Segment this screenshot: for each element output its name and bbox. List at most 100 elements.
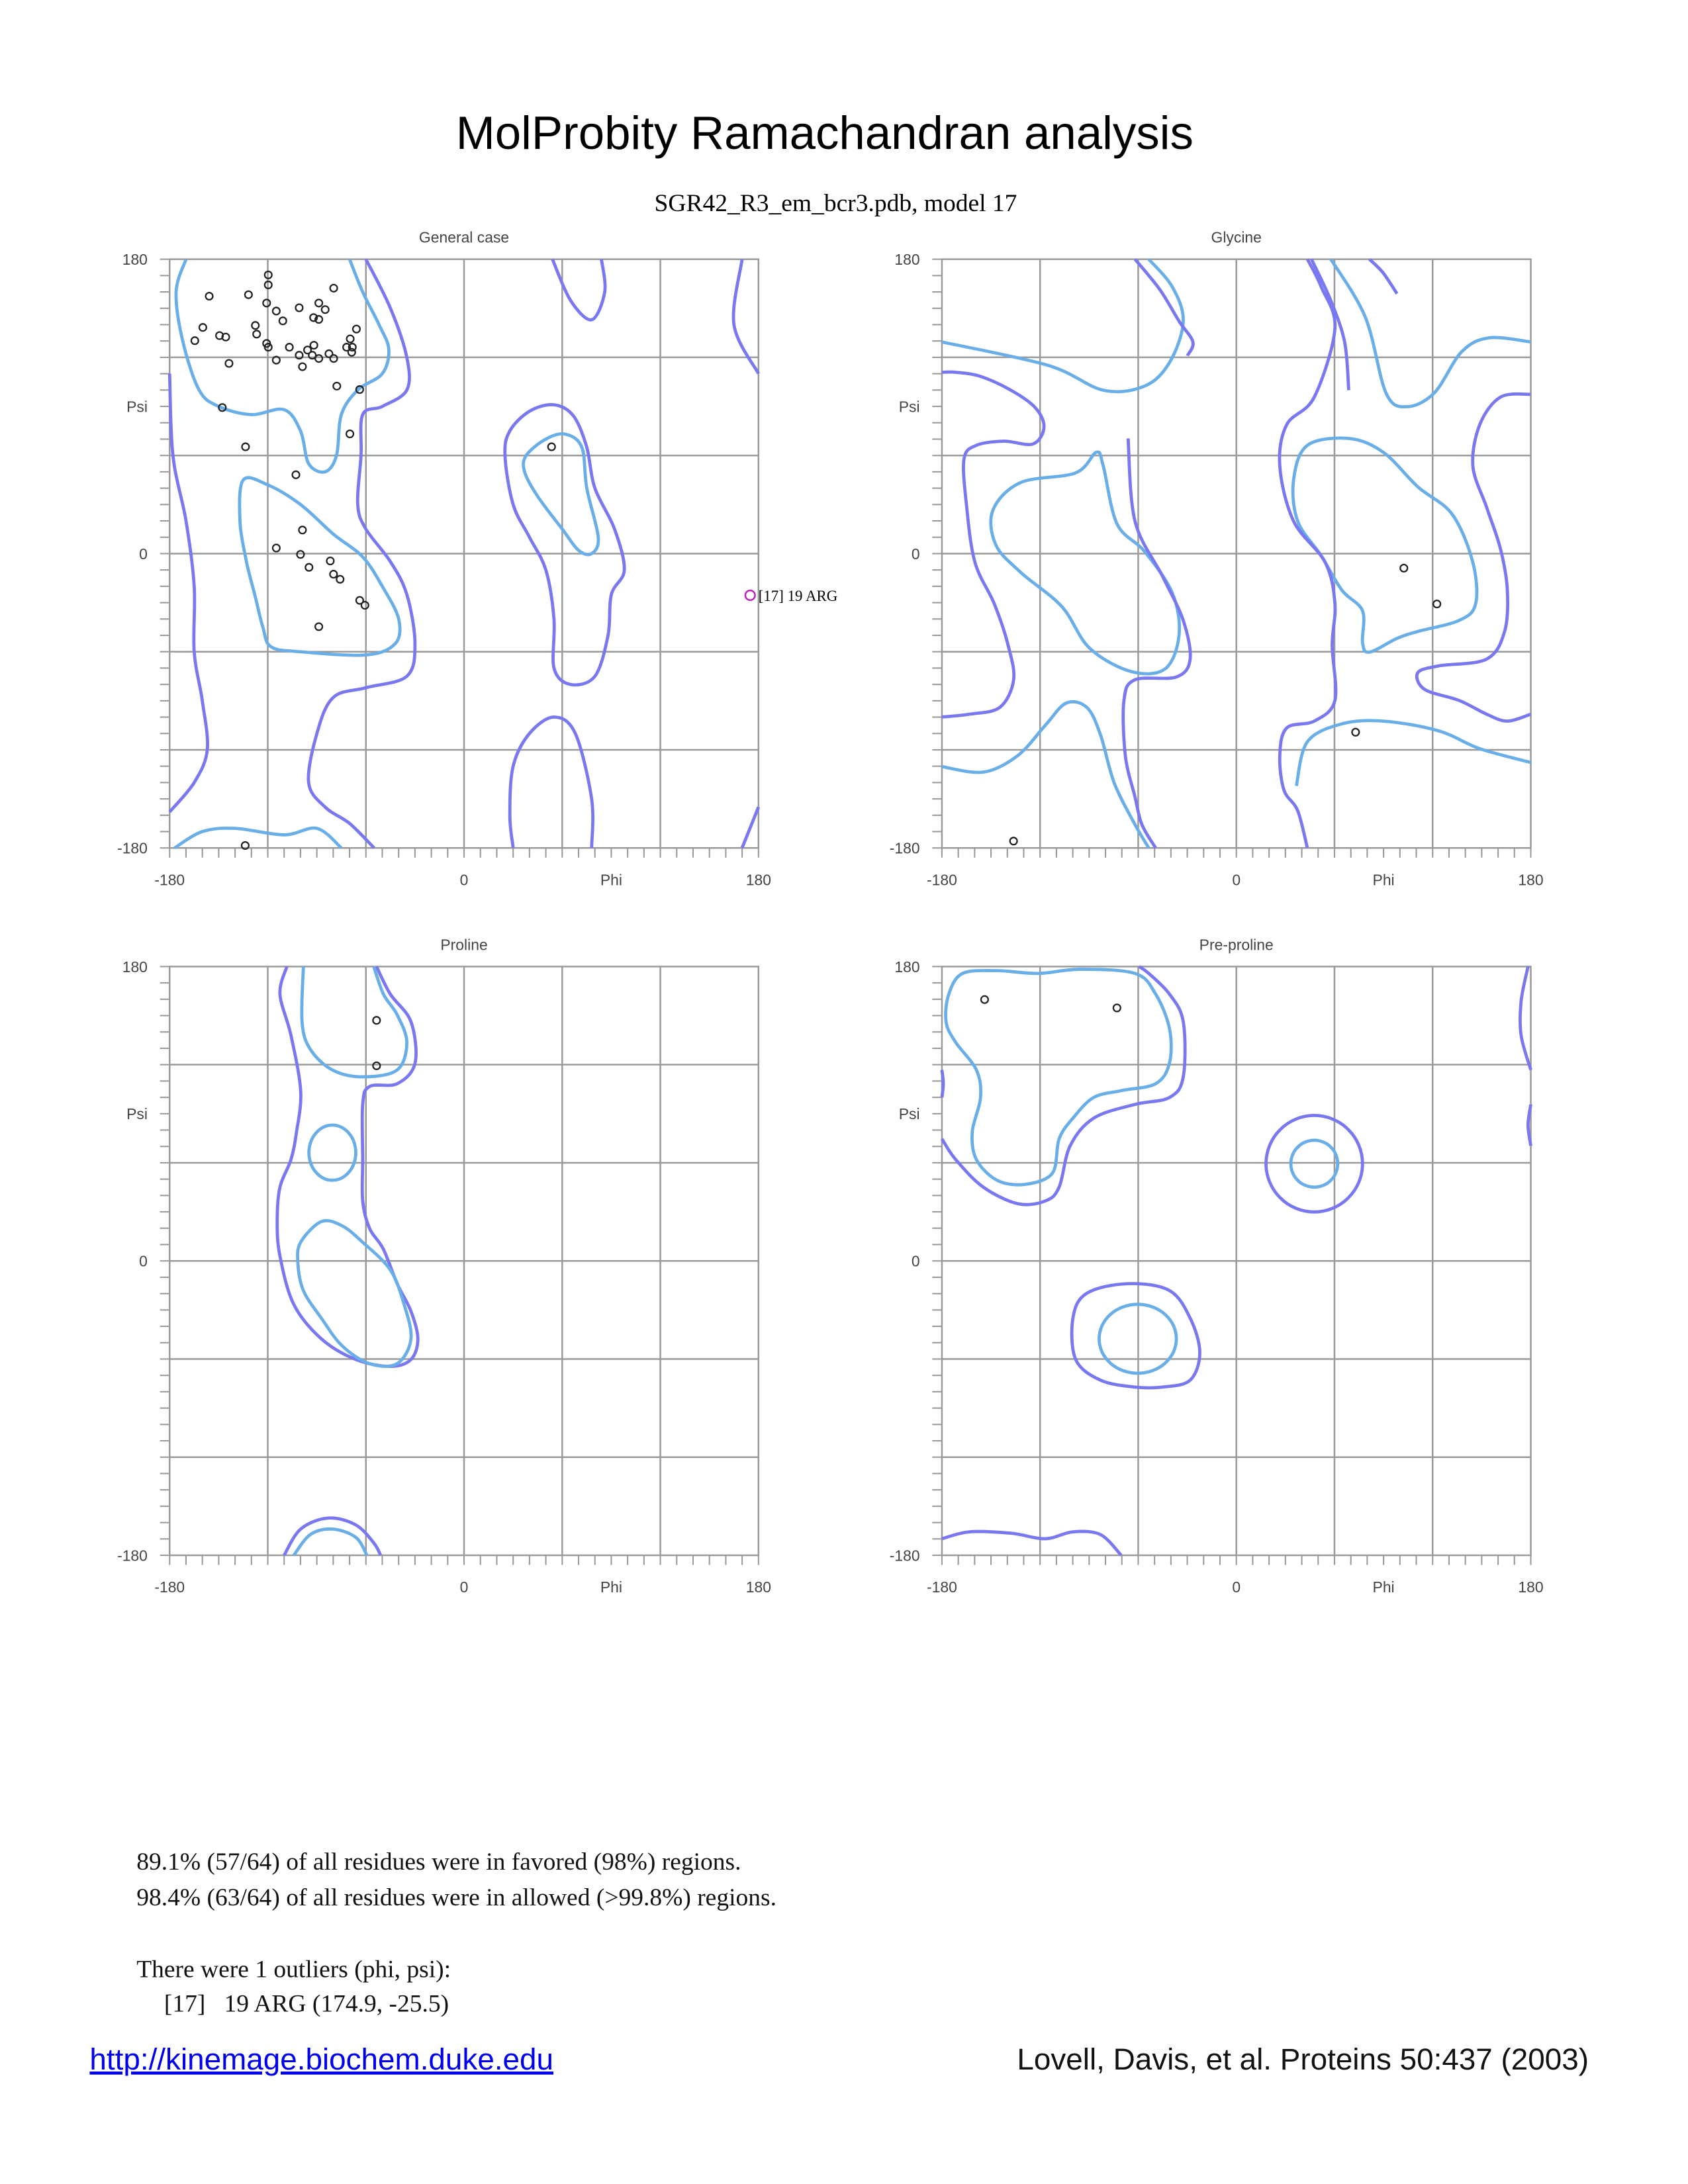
residue-point[interactable] [336, 574, 345, 584]
residue-point[interactable] [190, 336, 199, 345]
favored-contour [1291, 436, 1479, 654]
x-tick-label: 0 [1232, 872, 1241, 889]
residue-point[interactable] [298, 525, 307, 535]
x-tick-label: 180 [746, 1578, 771, 1596]
residue-point[interactable] [320, 305, 330, 314]
residue-point[interactable] [372, 1061, 381, 1070]
residue-point[interactable] [205, 291, 214, 301]
allowed-contour [1526, 1104, 1532, 1146]
favored-contour [307, 1123, 357, 1182]
x-tick-label: 180 [1518, 872, 1543, 889]
residue-point[interactable] [263, 343, 273, 352]
residue-point[interactable] [240, 841, 250, 850]
favored-contour [1294, 719, 1532, 787]
y-tick-label: -180 [890, 1547, 920, 1564]
x-tick-label: 180 [1518, 1578, 1543, 1596]
residue-point[interactable] [314, 354, 324, 363]
residue-point[interactable] [291, 470, 301, 479]
residue-point[interactable] [305, 563, 314, 572]
residue-point[interactable] [345, 430, 355, 439]
x-tick-label: Phi [600, 872, 622, 889]
x-tick-label: Phi [1373, 1578, 1395, 1596]
favored-contour [944, 968, 1173, 1187]
y-tick-label: 180 [122, 251, 148, 268]
residue-point[interactable] [285, 343, 294, 352]
residue-point[interactable] [271, 355, 281, 365]
residue-point[interactable] [314, 315, 324, 324]
allowed-contour [940, 965, 1187, 1206]
residue-point[interactable] [352, 324, 361, 334]
residue-point[interactable] [309, 313, 318, 322]
residue-point[interactable] [252, 330, 261, 339]
residue-point[interactable] [262, 298, 271, 308]
allowed-contour [1264, 1114, 1364, 1214]
residue-point[interactable] [342, 343, 352, 352]
favored-contour [174, 258, 391, 474]
x-tick-label: 0 [460, 1578, 469, 1596]
residue-point[interactable] [329, 354, 338, 363]
plot-proline: Proline 180 Psi 0 -180 -180 0 Phi 180 [117, 936, 771, 1596]
y-tick-label: 180 [894, 958, 919, 976]
residue-point[interactable] [1399, 563, 1409, 573]
residue-point[interactable] [360, 600, 369, 610]
residue-point[interactable] [295, 351, 304, 360]
residue-point[interactable] [314, 622, 324, 631]
residue-point[interactable] [263, 280, 273, 290]
residue-point[interactable] [241, 442, 250, 451]
allowed-contour [740, 806, 761, 849]
residue-point[interactable] [303, 345, 312, 355]
citation: Lovell, Davis, et al. Proteins 50:437 (2… [1017, 2042, 1589, 2076]
y-tick-label: -180 [890, 840, 920, 857]
x-tick-label: -180 [927, 872, 957, 889]
residue-point[interactable] [1112, 1003, 1121, 1013]
residue-point[interactable] [224, 359, 234, 368]
plot-title: General case [419, 229, 509, 246]
residue-point[interactable] [329, 283, 338, 293]
residue-point[interactable] [218, 403, 227, 412]
residue-point[interactable] [324, 349, 334, 359]
plot-title: Pre-proline [1199, 936, 1274, 953]
residue-point[interactable] [251, 321, 260, 330]
residue-point[interactable] [278, 316, 287, 326]
residue-point[interactable] [298, 362, 307, 371]
residue-point[interactable] [346, 334, 355, 343]
favored-contour [238, 476, 402, 657]
residue-point[interactable] [372, 1016, 381, 1025]
residue-point[interactable] [1351, 727, 1360, 737]
residue-point[interactable] [547, 442, 556, 451]
residue-point[interactable] [244, 290, 253, 299]
residue-point[interactable] [332, 381, 342, 390]
residue-point[interactable] [198, 323, 207, 332]
outlier-point[interactable] [744, 589, 756, 602]
residue-point[interactable] [296, 550, 305, 559]
residue-point[interactable] [329, 570, 338, 579]
residue-point[interactable] [314, 298, 324, 308]
favored-contour [292, 1527, 369, 1557]
residue-point[interactable] [309, 341, 318, 350]
residue-point[interactable] [355, 596, 364, 605]
residue-point[interactable] [308, 351, 317, 360]
residue-point[interactable] [326, 557, 335, 566]
y-tick-label: Psi [899, 398, 920, 415]
residue-point[interactable] [980, 995, 989, 1004]
residue-point[interactable] [347, 347, 356, 357]
residue-point[interactable] [355, 385, 364, 394]
residue-point[interactable] [221, 332, 230, 341]
favored-contour [941, 258, 1185, 394]
report-title: MolProbity Ramachandran analysis [456, 107, 1194, 159]
residue-point[interactable] [295, 303, 304, 312]
x-tick-label: 0 [1232, 1578, 1241, 1596]
y-tick-label: 0 [139, 545, 148, 563]
residue-point[interactable] [348, 343, 357, 352]
favored-contour [522, 432, 600, 557]
residue-point[interactable] [271, 543, 281, 553]
residue-point[interactable] [271, 306, 281, 316]
outlier-header: There were 1 outliers (phi, psi): [136, 1956, 451, 1983]
allowed-contour [551, 258, 607, 322]
residue-point[interactable] [1432, 600, 1442, 609]
allowed-contour [1278, 258, 1338, 848]
residue-point[interactable] [263, 270, 273, 279]
kinemage-link[interactable]: http://kinemage.biochem.duke.edu [89, 2042, 553, 2076]
favored-contour [1329, 258, 1531, 409]
residue-point[interactable] [1009, 837, 1018, 846]
